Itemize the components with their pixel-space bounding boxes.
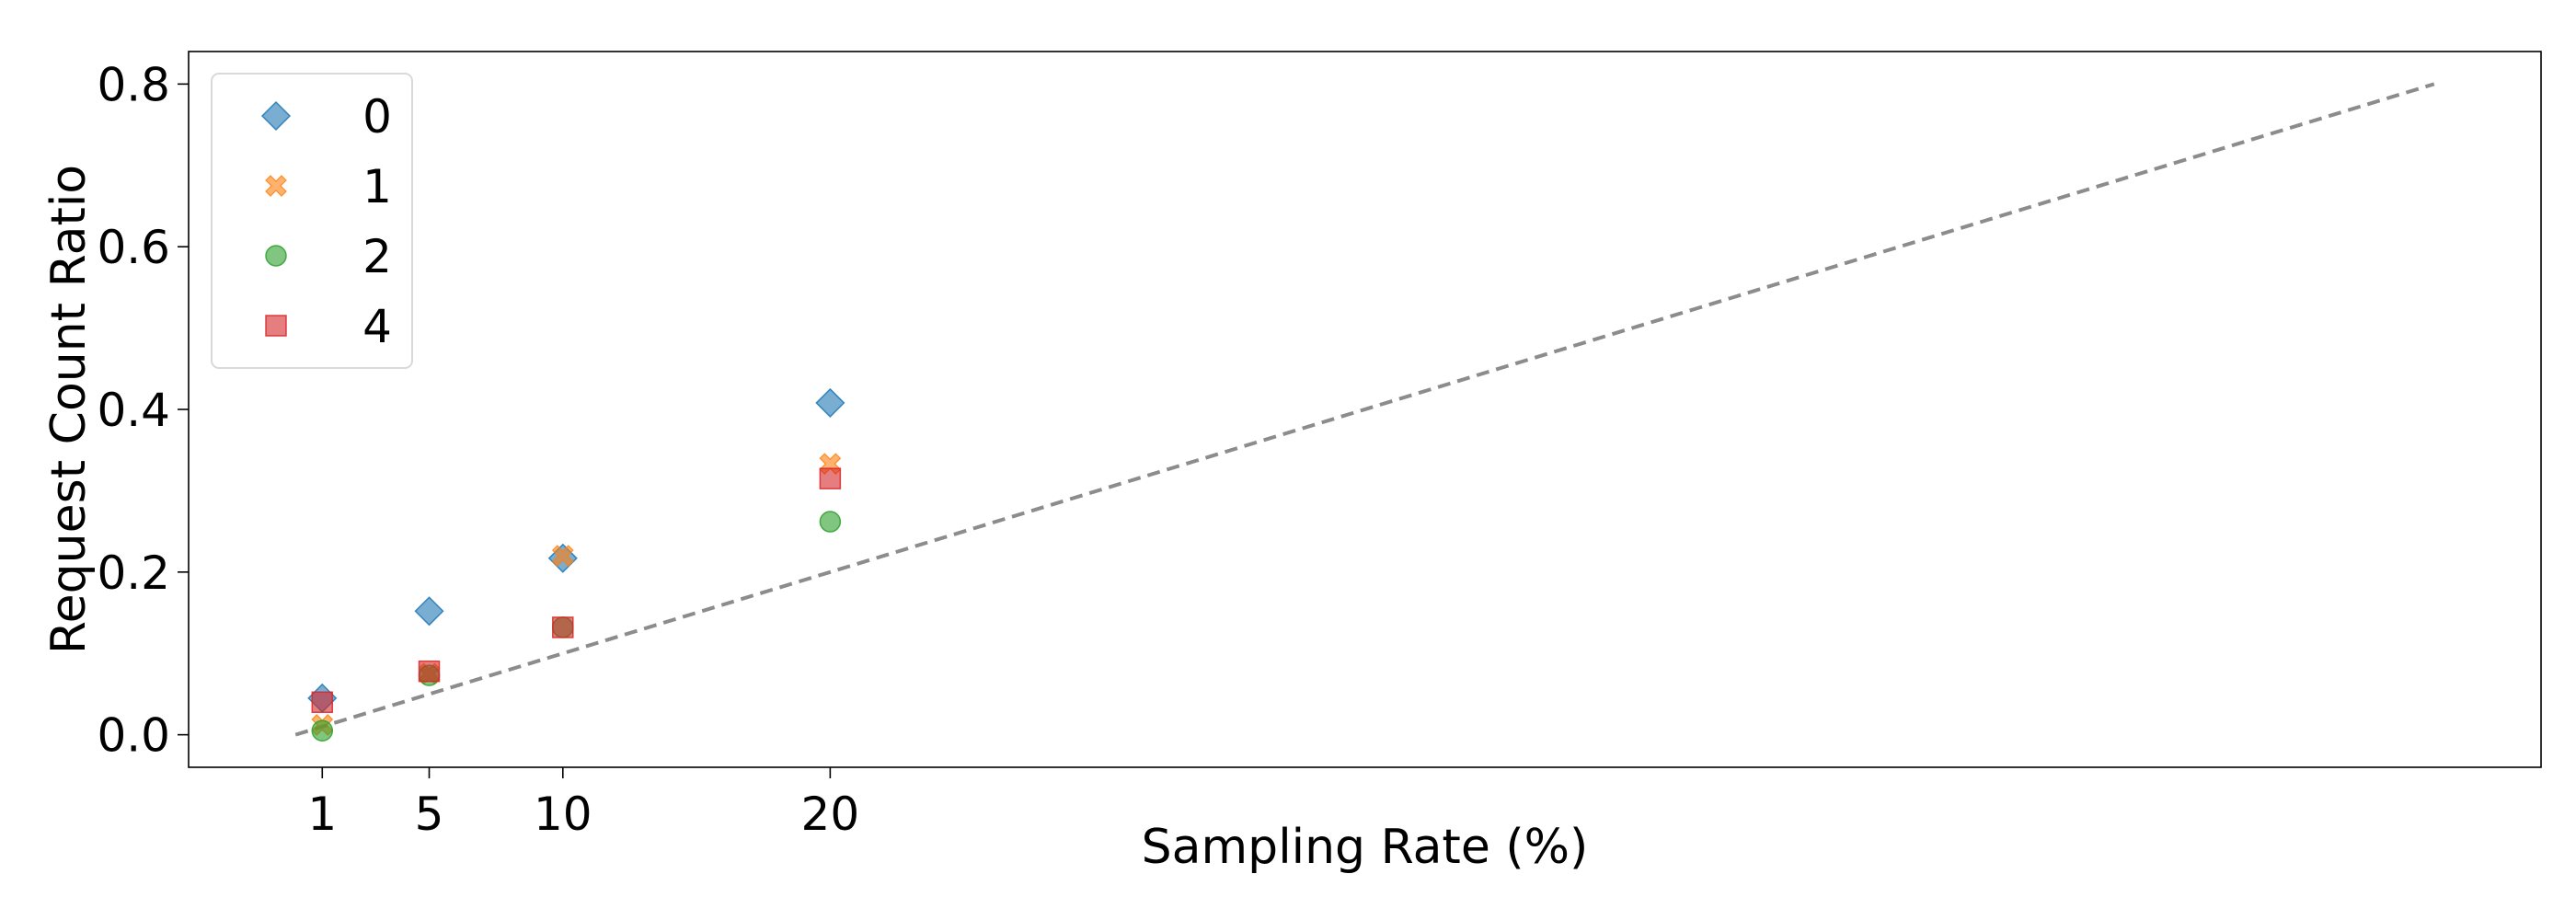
y-tick-label-0: 0.0: [97, 709, 170, 763]
legend-marker-2: [265, 245, 287, 267]
x-axis-title: Sampling Rate (%): [1142, 820, 1589, 875]
x-tick-label-1: 5: [415, 788, 444, 841]
data-point-series-2-0: [311, 719, 334, 742]
data-point-series-4-0: [311, 691, 334, 714]
data-point-series-0-1: [414, 596, 444, 627]
legend: 0 1 2 4: [211, 73, 413, 369]
legend-marker-1: [265, 175, 287, 197]
y-tick-label-3: 0.6: [97, 221, 170, 274]
data-point-series-0-3: [815, 387, 845, 418]
y-tick-label-2: 0.4: [97, 384, 170, 437]
legend-label-0: 0: [362, 90, 392, 144]
legend-label-2: 2: [362, 230, 392, 283]
y-axis-title: Request Count Ratio: [41, 165, 97, 654]
data-point-series-4-3: [819, 467, 842, 489]
x-axis: 1 5 10 20: [307, 767, 859, 841]
legend-marker-4: [265, 315, 287, 337]
data-point-series-4-2: [552, 616, 574, 638]
data-point-series-4-1: [418, 660, 441, 683]
x-tick-label-0: 1: [307, 788, 337, 841]
data-point-series-1-2: [551, 545, 574, 567]
y-axis: 0.0 0.2 0.4 0.6 0.8: [97, 58, 189, 763]
y-tick-label-4: 0.8: [97, 58, 170, 111]
legend-box: [211, 73, 413, 369]
legend-label-4: 4: [362, 300, 392, 353]
x-tick-label-2: 10: [534, 788, 592, 841]
legend-label-1: 1: [362, 160, 392, 213]
reference-line: [294, 82, 2435, 737]
legend-marker-0: [260, 100, 292, 132]
plot-area: [294, 82, 2435, 742]
series-4: [311, 467, 842, 714]
x-tick-label-3: 20: [801, 788, 860, 841]
data-point-series-2-3: [819, 511, 842, 533]
y-tick-label-1: 0.2: [97, 546, 170, 600]
